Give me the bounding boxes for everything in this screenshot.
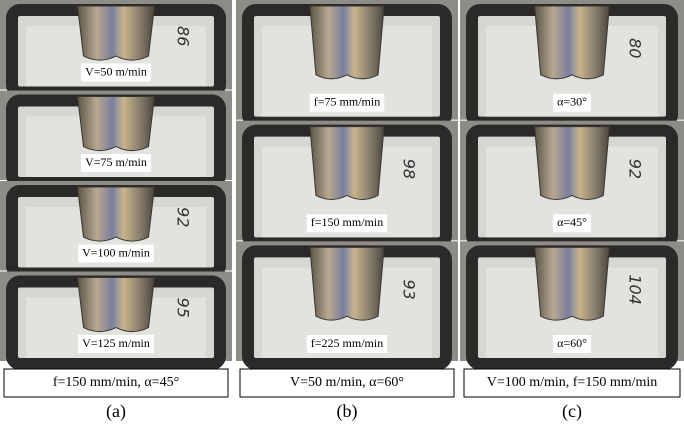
photo: 92 V=100 m/min: [0, 181, 232, 274]
photo: 93 f=225 mm/min: [236, 241, 458, 364]
handwritten-note: 95: [174, 298, 193, 318]
photo-label: f=150 mm/min: [311, 215, 383, 229]
weld-coupon: [78, 187, 155, 241]
handwritten-note: 104: [626, 274, 645, 305]
photo: 80 α=30°: [460, 0, 684, 123]
handwritten-note: 92: [174, 207, 193, 227]
handwritten-note: 86: [174, 26, 193, 46]
weld-coupon: [310, 127, 384, 200]
photo-label: α=60°: [557, 336, 587, 350]
panel-caption: V=50 m/min, α=60°: [290, 375, 404, 390]
handwritten-note: 98: [400, 159, 419, 179]
photo-label: f=225 mm/min: [311, 336, 383, 350]
figure: 86 V=50 m/min V=75 m/min 92 V=100 m/min 95 V=1…: [0, 0, 684, 429]
weld-coupon: [535, 6, 610, 79]
panel-label: (c): [562, 401, 582, 422]
photo-label: V=50 m/min: [85, 64, 147, 78]
photo-label: V=75 m/min: [85, 155, 147, 169]
weld-coupon: [310, 6, 384, 79]
photo: 92 α=45°: [460, 121, 684, 244]
panel-caption: f=150 mm/min, α=45°: [53, 375, 179, 390]
handwritten-note: 92: [626, 159, 645, 179]
weld-coupon: [535, 247, 610, 320]
panel-label: (b): [337, 401, 358, 422]
photo: 95 V=125 m/min: [0, 272, 232, 365]
photo-label: f=75 mm/min: [314, 94, 380, 108]
panel-caption: V=100 m/min, f=150 mm/min: [487, 375, 658, 390]
photo-label: α=45°: [557, 215, 587, 229]
photo: f=75 mm/min: [236, 0, 458, 123]
weld-coupon: [310, 247, 384, 320]
handwritten-note: 80: [626, 38, 645, 58]
panel-label: (a): [106, 401, 126, 422]
handwritten-note: 93: [400, 279, 419, 299]
weld-coupon: [78, 97, 155, 151]
weld-coupon: [78, 278, 155, 332]
photo: 86 V=50 m/min: [0, 0, 232, 93]
photo-label: α=30°: [557, 94, 587, 108]
photo-label: V=100 m/min: [82, 245, 150, 259]
photo: 104 α=60°: [460, 241, 684, 364]
weld-coupon: [78, 6, 155, 60]
weld-coupon: [535, 127, 610, 200]
photo: V=75 m/min: [0, 91, 232, 184]
photo: 98 f=150 mm/min: [236, 121, 458, 244]
photo-label: V=125 m/min: [82, 336, 150, 350]
